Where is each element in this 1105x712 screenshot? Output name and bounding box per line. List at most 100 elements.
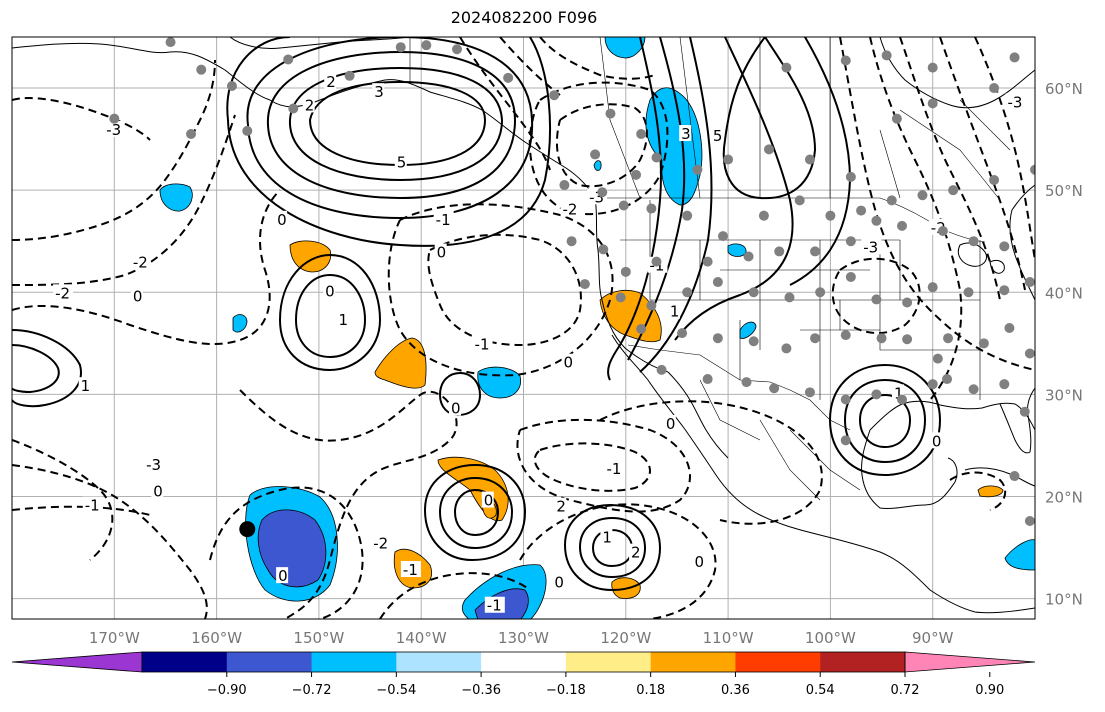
contour-label: 0 (437, 243, 447, 261)
station-dot (646, 300, 657, 311)
contour-neg-pac-low-b (528, 81, 669, 216)
contour-label-bg (130, 287, 143, 304)
station-dot (825, 210, 836, 221)
station-dot (989, 83, 1000, 94)
contour-label: -1 (436, 211, 451, 229)
station-dot (804, 387, 815, 398)
contour-1-west (294, 273, 367, 359)
lat-tick-label: 20°N (1045, 488, 1083, 506)
contour-2-mid (453, 488, 500, 537)
contour-label: 0 (484, 492, 494, 510)
contour-label-bg (663, 415, 676, 431)
contour-neg-south-1 (379, 572, 531, 619)
contour-label: 0 (277, 211, 287, 229)
contour-neg-1-west (12, 439, 114, 561)
colorbar-swatch (820, 652, 906, 672)
colorbar-swatch (311, 652, 397, 672)
contour-label-bg (667, 302, 680, 319)
contour-label: 1 (81, 377, 91, 395)
negative-region-pacific-nw (593, 160, 602, 171)
alaska-coast (12, 42, 596, 199)
contour-neg-cuba (949, 471, 1007, 511)
us-state-lines (620, 200, 981, 400)
colorbar-tick-label: 0.36 (721, 683, 750, 698)
station-dot (784, 292, 795, 303)
station-dot (636, 324, 647, 335)
lat-tick-label: 60°N (1045, 80, 1083, 98)
station-dot (942, 374, 953, 385)
station-dot (651, 152, 662, 163)
station-dot (845, 271, 856, 282)
contour-label: 3 (374, 83, 384, 101)
station-dot (781, 62, 792, 73)
contour-label-bg (302, 96, 315, 113)
lon-tick-label: 120°W (600, 629, 651, 647)
colorbar-tick-label: 0.90 (975, 683, 1004, 698)
negative-region-north-pacific (159, 183, 193, 212)
contour-label: 0 (932, 432, 942, 450)
station-dot (963, 287, 974, 298)
contour-label: 0 (153, 482, 163, 500)
negative-region-caribbean (1004, 539, 1035, 571)
contour-label-bg (561, 353, 574, 370)
station-markers (109, 37, 1035, 526)
station-dot (656, 364, 667, 375)
contour-label: 0 (133, 287, 143, 305)
station-dot (978, 338, 989, 349)
lat-tick-label: 40°N (1045, 284, 1083, 302)
contour-label: -1 (487, 597, 502, 615)
positive-region-1 (289, 240, 332, 273)
station-dot (1024, 277, 1035, 288)
shaded-regions (159, 37, 1035, 619)
station-dot (840, 394, 851, 405)
negative-region-arctic (604, 37, 646, 59)
negative-region-rockies (727, 243, 747, 257)
contour-label: -2 (133, 254, 148, 272)
contour-label-bg (394, 153, 407, 170)
contour-ridge-plains-1 (607, 37, 662, 381)
gulf-of-california (667, 371, 729, 459)
colorbar-swatch (565, 652, 652, 672)
contour-label-bg (692, 552, 705, 569)
contour-neg-2-nw (12, 59, 216, 241)
location-marker (239, 521, 256, 538)
contour-label-bg (1005, 93, 1026, 110)
station-dot (758, 210, 769, 221)
contour-label: 3 (681, 125, 691, 143)
map-frame (11, 36, 1036, 620)
west-coast (594, 197, 669, 373)
gulf-coast (869, 400, 1035, 431)
contour-neg-east-low (831, 257, 921, 335)
contour-2-westedge (12, 344, 60, 394)
negative-core-hawaii (257, 509, 327, 588)
contour-neg-south-0 (519, 503, 717, 619)
contour-label-bg (679, 125, 692, 142)
station-dot (764, 144, 775, 155)
station-dot (743, 251, 754, 262)
contour-neg-0-west (12, 464, 208, 619)
contour-label-bg (371, 534, 392, 551)
contour-neg-trough-2 (499, 37, 561, 96)
station-dot (288, 103, 299, 114)
lon-tick-label: 170°W (89, 629, 140, 647)
contour-label: 2 (326, 73, 336, 91)
us-mexico-border (627, 344, 851, 431)
contour-neg-1-westb (12, 189, 281, 346)
political-borders (409, 37, 1011, 501)
longitude-labels: 170°W 160°W 150°W 140°W 130°W 120°W 110°W 100°W… (89, 629, 954, 647)
contour-label: 0 (325, 282, 335, 300)
contour-label: -1 (403, 561, 418, 579)
station-dot (1009, 52, 1020, 63)
station-dot (1019, 406, 1030, 417)
contour-label-bg (861, 238, 882, 255)
positive-region-2 (374, 337, 427, 389)
station-dot (1024, 348, 1035, 359)
contour-neg-east-4 (974, 37, 1035, 261)
hudson-bay (879, 37, 1035, 109)
station-dot (815, 287, 826, 298)
station-dot (968, 384, 979, 395)
station-dot (242, 125, 253, 136)
station-dot (712, 277, 723, 288)
contour-label-bg (552, 573, 565, 590)
